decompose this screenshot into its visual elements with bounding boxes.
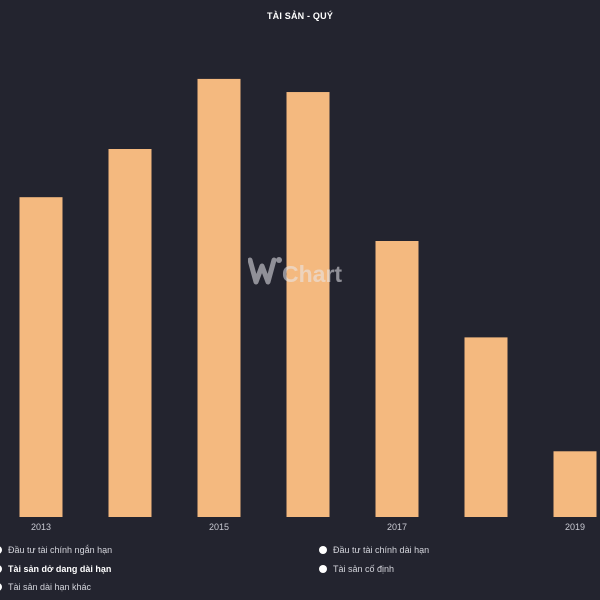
legend-item-long-term-investments[interactable]: Đầu tư tài chính dài hạn bbox=[319, 545, 429, 555]
x-tick-label: 2017 bbox=[387, 522, 407, 532]
bar-6[interactable] bbox=[553, 451, 597, 517]
wichart-logo: Chart bbox=[248, 257, 342, 287]
bar-3[interactable] bbox=[286, 92, 330, 518]
x-tick-label: 2015 bbox=[209, 522, 229, 532]
legend-dot-icon bbox=[319, 565, 327, 573]
legend-label: Đầu tư tài chính ngắn hạn bbox=[8, 545, 113, 555]
legend-dot-icon bbox=[0, 583, 2, 591]
bars-group bbox=[19, 78, 597, 518]
bar-1[interactable] bbox=[108, 149, 152, 517]
bar-0[interactable] bbox=[19, 197, 63, 517]
x-axis-ticks: 2013 2015 2017 2019 bbox=[31, 522, 585, 532]
x-tick-label: 2019 bbox=[565, 522, 585, 532]
bar-5[interactable] bbox=[464, 337, 508, 517]
legend-label: Tài sản dở dang dài hạn bbox=[8, 564, 112, 574]
legend-label: Đầu tư tài chính dài hạn bbox=[333, 545, 430, 555]
legend-item-long-term-construction[interactable]: Tài sản dở dang dài hạn bbox=[0, 564, 111, 574]
legend-item-fixed-assets[interactable]: Tài sản cố định bbox=[319, 564, 394, 574]
bar-4[interactable] bbox=[375, 241, 419, 517]
svg-text:Chart: Chart bbox=[282, 261, 342, 287]
legend-label: Tài sản dài hạn khác bbox=[8, 582, 92, 592]
legend-dot-icon bbox=[0, 546, 2, 554]
legend-label: Tài sản cố định bbox=[333, 564, 395, 574]
legend-dot-icon bbox=[0, 565, 2, 573]
bar-2[interactable] bbox=[197, 78, 241, 518]
x-tick-label: 2013 bbox=[31, 522, 51, 532]
legend-item-other-long-term-assets[interactable]: Tài sản dài hạn khác bbox=[0, 582, 91, 592]
legend-dot-icon bbox=[319, 546, 327, 554]
legend-item-short-term-investments[interactable]: Đầu tư tài chính ngắn hạn bbox=[0, 545, 112, 555]
chart-title: TÀI SẢN - QUÝ bbox=[267, 10, 333, 21]
